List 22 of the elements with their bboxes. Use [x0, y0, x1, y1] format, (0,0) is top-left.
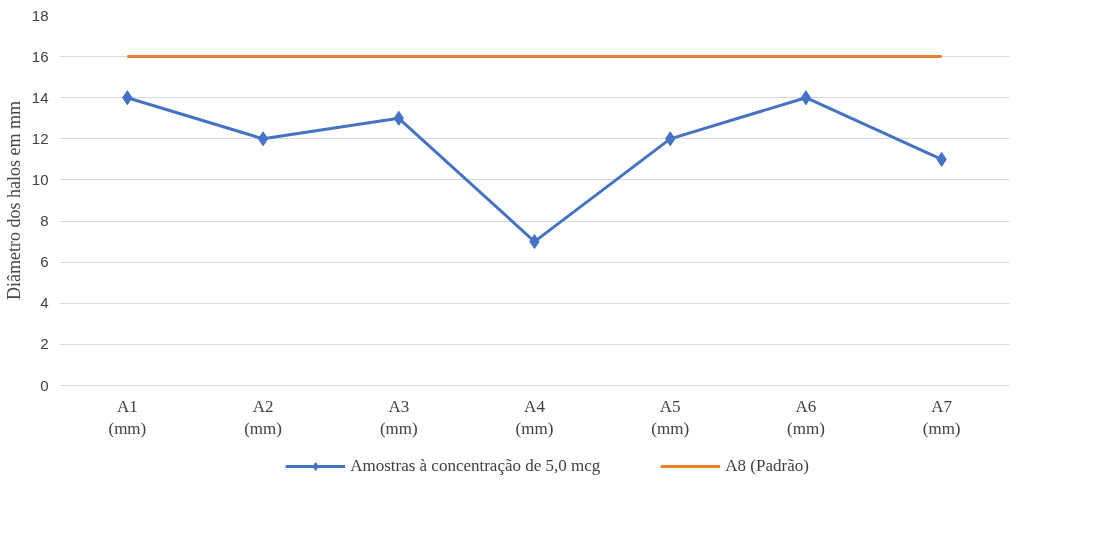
y-tick-label: 2 [40, 335, 49, 353]
x-tick-label: A7 (mm) [922, 396, 961, 439]
x-tick-label: A1 (mm) [108, 396, 147, 439]
y-axis-title: Diâmetro dos halos em mm [3, 101, 24, 300]
legend-label: A8 (Padrão) [725, 456, 809, 476]
point [800, 90, 812, 106]
legend-label: Amostras à concentração de 5,0 mcg [350, 456, 601, 476]
x-tick-label: A5 (mm) [651, 396, 690, 439]
y-tick-label: 8 [40, 212, 49, 230]
y-tick-label: 18 [31, 6, 49, 24]
y-tick-label: 10 [31, 170, 49, 188]
y-tick-label: 4 [40, 294, 49, 312]
x-tick-label: A6 (mm) [787, 396, 825, 439]
x-tick-label: A4 (mm) [515, 396, 554, 439]
y-tick-label: 12 [31, 129, 49, 147]
x-tick-label: A3 (mm) [379, 396, 418, 439]
y-tick-label: 0 [40, 376, 49, 394]
y-tick-label: 16 [31, 47, 49, 65]
x-tick-label: A2 (mm) [244, 396, 282, 439]
y-tick-label: 14 [31, 88, 49, 106]
point [257, 131, 269, 147]
y-tick-label: 6 [40, 253, 49, 271]
